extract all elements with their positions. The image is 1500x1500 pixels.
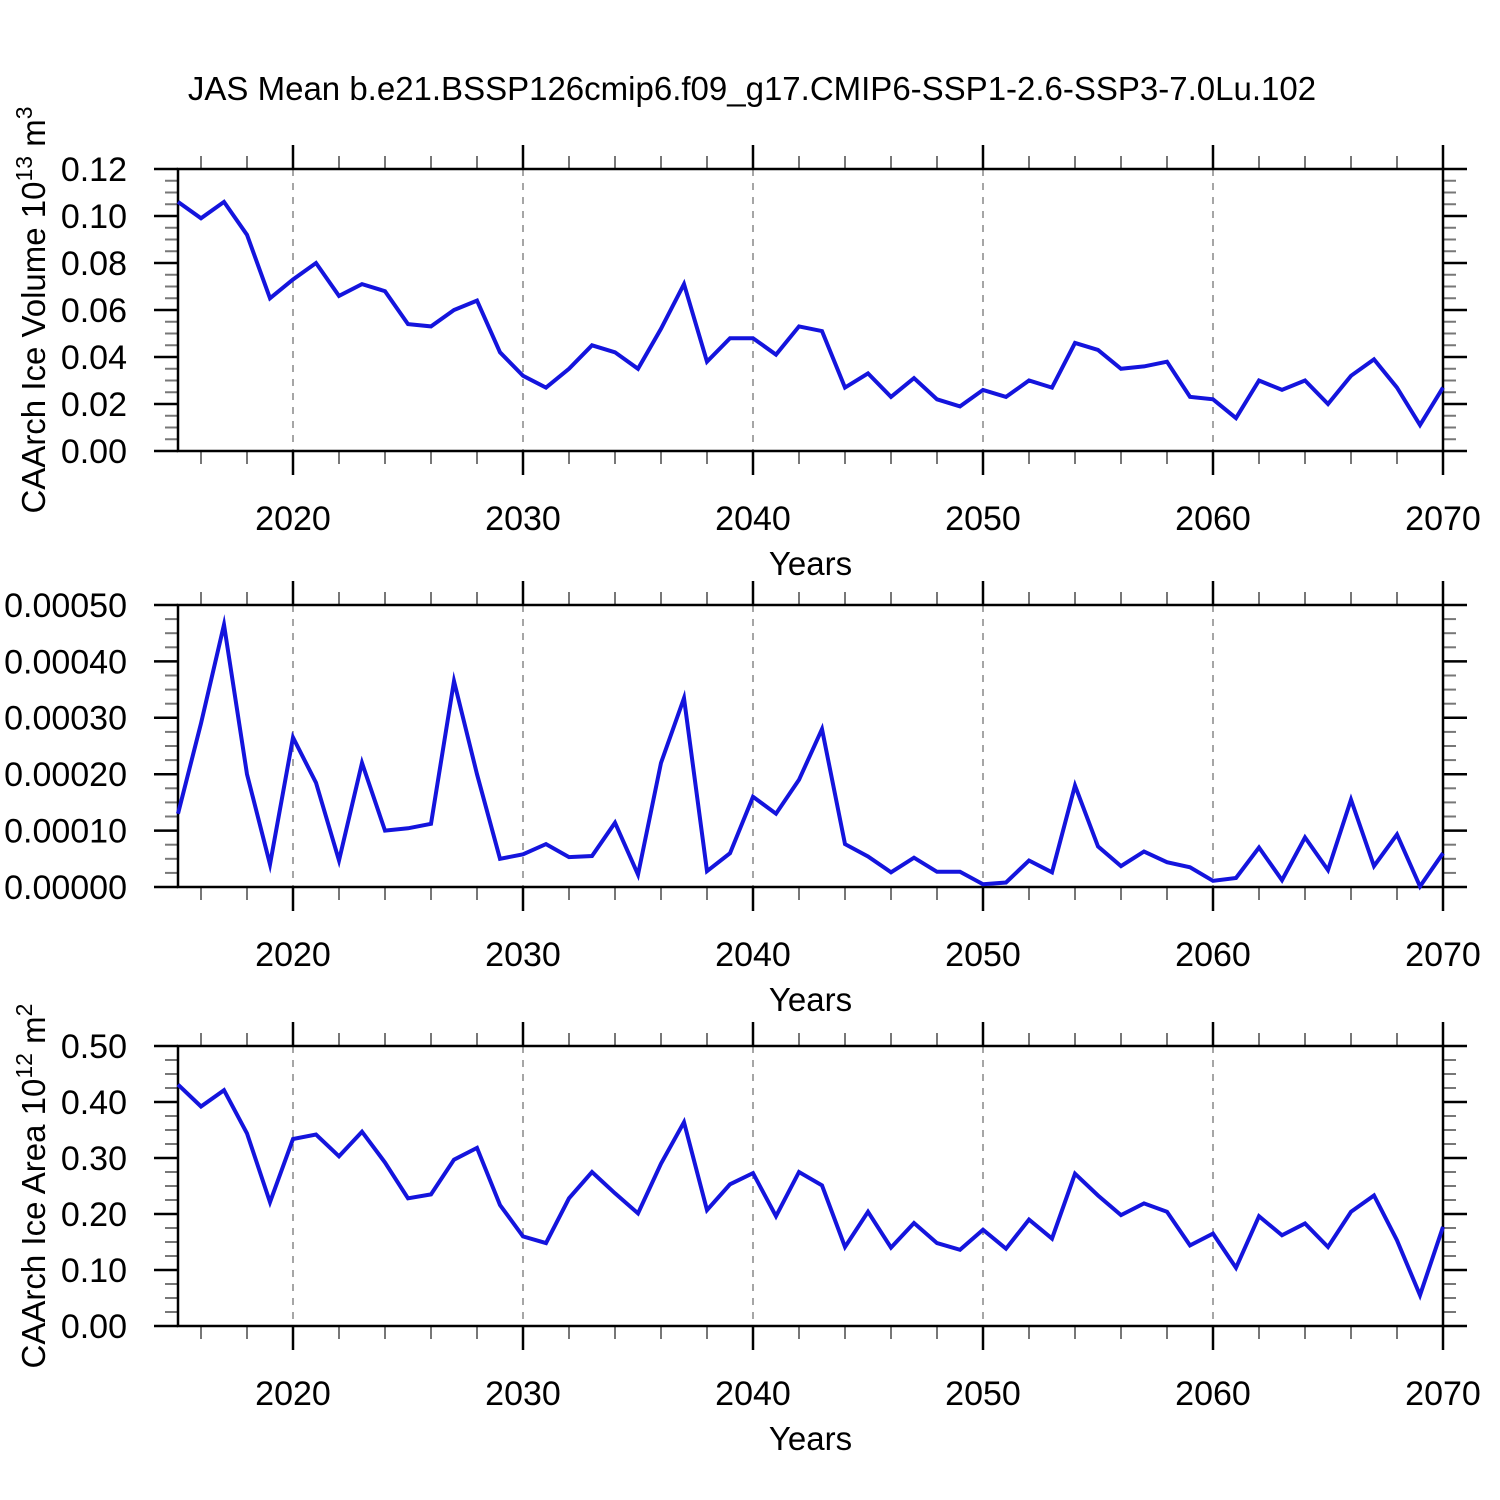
x-tick-label: 2020 (255, 500, 331, 538)
plot-frame (176, 1044, 1445, 1328)
data-line (176, 199, 1445, 429)
y-axis-ticks: 0.00 0.02 0.04 0.06 0.08 0.10 0.12 (61, 151, 1467, 471)
x-axis-title: Years (769, 545, 852, 582)
y-minor-ticks (165, 1059, 1456, 1313)
x-tick-label: 2060 (1175, 936, 1251, 974)
x-axis-title: Years (769, 1420, 852, 1457)
y-tick-label: 0.04 (61, 339, 127, 377)
x-tick-label: 2050 (945, 1375, 1021, 1413)
x-minor-ticks (200, 1033, 1398, 1339)
ice-area-chart: 0.00 0.10 0.20 0.30 0.40 0.50 2020 2030 2040 2050… (11, 1004, 1481, 1457)
y-tick-label: 0.40 (61, 1084, 127, 1122)
x-tick-label: 2060 (1175, 1375, 1251, 1413)
plot-frame (176, 603, 1445, 889)
x-tick-label: 2050 (945, 500, 1021, 538)
y-tick-label: 0.06 (61, 292, 127, 330)
y-tick-label: 0.00 (61, 433, 127, 471)
y-tick-label: 0.00000 (4, 869, 127, 907)
y-tick-label: 0.00030 (4, 700, 127, 738)
x-axis-ticks: 2020 2030 2040 2050 2060 2070 (255, 581, 1481, 974)
x-tick-label: 2030 (485, 1375, 561, 1413)
x-axis-ticks: 2020 2030 2040 2050 2060 2070 (255, 145, 1481, 538)
y-axis-ticks: 0.00000 0.00010 0.00020 0.00030 0.00040 0.000… (4, 587, 1467, 907)
y-tick-label: 0.02 (61, 386, 127, 424)
y-tick-label: 0.12 (61, 151, 127, 189)
x-tick-label: 2070 (1405, 500, 1481, 538)
y-tick-label: 0.10 (61, 198, 127, 236)
y-tick-label: 0.20 (61, 1196, 127, 1234)
plot-frame (176, 167, 1445, 453)
x-tick-label: 2030 (485, 936, 561, 974)
y-tick-label: 0.08 (61, 245, 127, 283)
y-minor-ticks (165, 618, 1456, 874)
y-axis-title: CAArch Ice Area 1012 m2 (11, 1004, 52, 1369)
y-tick-label: 0.00040 (4, 643, 127, 681)
y-tick-label: 0.00010 (4, 813, 127, 851)
vertical-gridlines (292, 605, 1214, 887)
ice-volume-chart: 0.00 0.02 0.04 0.06 0.08 0.10 0.12 2020 2030 2040… (11, 106, 1481, 582)
vertical-gridlines (292, 1046, 1214, 1326)
y-axis-title: CAArch Ice Volume 1013 m3 (11, 106, 52, 513)
x-tick-label: 2040 (715, 936, 791, 974)
middle-unlabeled-chart: 0.00000 0.00010 0.00020 0.00030 0.00040 0.000… (4, 581, 1481, 1018)
x-axis-ticks: 2020 2030 2040 2050 2060 2070 (255, 1022, 1481, 1413)
x-tick-label: 2070 (1405, 936, 1481, 974)
y-tick-label: 0.50 (61, 1028, 127, 1066)
y-tick-label: 0.00 (61, 1308, 127, 1346)
y-axis-ticks: 0.00 0.10 0.20 0.30 0.40 0.50 (61, 1028, 1467, 1346)
x-tick-label: 2060 (1175, 500, 1251, 538)
x-tick-label: 2030 (485, 500, 561, 538)
y-minor-ticks (165, 179, 1456, 441)
y-tick-label: 0.30 (61, 1140, 127, 1178)
x-tick-label: 2040 (715, 500, 791, 538)
data-line (176, 614, 1445, 891)
x-tick-label: 2020 (255, 1375, 331, 1413)
vertical-gridlines (292, 169, 1214, 451)
x-axis-title: Years (769, 981, 852, 1018)
x-tick-label: 2020 (255, 936, 331, 974)
y-tick-label: 0.00020 (4, 756, 127, 794)
y-tick-label: 0.00050 (4, 587, 127, 625)
x-minor-ticks (200, 156, 1398, 464)
x-tick-label: 2050 (945, 936, 1021, 974)
data-line (176, 1083, 1445, 1301)
x-minor-ticks (200, 592, 1398, 900)
figure-title: JAS Mean b.e21.BSSP126cmip6.f09_g17.CMIP… (188, 70, 1316, 107)
x-tick-label: 2040 (715, 1375, 791, 1413)
y-tick-label: 0.10 (61, 1252, 127, 1290)
x-tick-label: 2070 (1405, 1375, 1481, 1413)
